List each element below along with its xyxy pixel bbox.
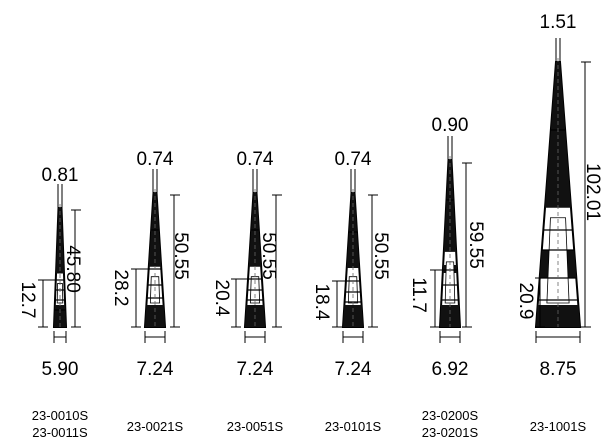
top-diameter-label: 0.81	[42, 165, 79, 186]
lower-length-label: 28.2	[110, 270, 131, 307]
top-diameter-label: 0.74	[137, 149, 174, 170]
length-label: 50.55	[258, 232, 279, 280]
top-diameter-label: 0.74	[335, 149, 372, 170]
catalog-code: 23-0010S	[32, 408, 89, 423]
pipette-tip: 0.90 59.55 11.7 6.92 23-0200S 23-0201S	[408, 115, 486, 440]
catalog-code: 23-0201S	[422, 425, 479, 440]
catalog-code: 23-0200S	[422, 408, 479, 423]
length-label: 59.55	[465, 221, 486, 269]
pipette-tip: 0.74 50.55 18.4 7.24 23-0101S	[311, 149, 391, 434]
tip-cone-shading	[346, 193, 360, 267]
catalog-code: 23-0021S	[127, 419, 184, 434]
lower-length-label: 20.4	[211, 280, 232, 317]
pipette-tip: 0.81 45.80 12.7 5.90 23-0010S 23-0011S	[17, 165, 89, 440]
catalog-code: 23-0011S	[32, 425, 88, 440]
top-diameter-label: 0.90	[432, 115, 469, 136]
lower-length-label: 20.9	[515, 283, 536, 320]
length-label: 50.55	[170, 232, 191, 280]
top-diameter-label: 1.51	[540, 12, 577, 33]
tip-collar	[440, 305, 460, 327]
catalog-code: 23-0051S	[227, 419, 284, 434]
length-label: 102.01	[582, 163, 603, 221]
bottom-width-label: 6.92	[432, 359, 469, 380]
tip-window	[56, 283, 64, 304]
catalog-code: 23-0101S	[325, 419, 382, 434]
bottom-width-label: 7.24	[335, 359, 372, 380]
tip-collar	[536, 305, 580, 327]
pipette-tip: 0.74 50.55 28.2 7.24 23-0021S	[110, 149, 191, 434]
bottom-width-label: 8.75	[540, 359, 577, 380]
tip-window	[546, 217, 570, 304]
lower-length-label: 12.7	[17, 282, 38, 319]
lower-length-label: 18.4	[311, 284, 332, 321]
bottom-width-label: 7.24	[137, 359, 174, 380]
top-diameter-label: 0.74	[237, 149, 274, 170]
tip-collar	[346, 260, 360, 268]
bottom-width-label: 7.24	[237, 359, 274, 380]
tip-cone-shading	[545, 62, 571, 208]
catalog-code: 23-1001S	[530, 419, 587, 434]
pipette-tip: 1.51 102.01 20.9 8.75 23-1001S	[515, 12, 603, 434]
length-label: 50.55	[370, 232, 391, 280]
lower-length-label: 11.7	[408, 277, 429, 313]
pipette-tip: 0.74 50.55 20.4 7.24 23-0051S	[211, 149, 284, 434]
length-label: 45.80	[62, 245, 83, 293]
bottom-width-label: 5.90	[42, 359, 79, 380]
